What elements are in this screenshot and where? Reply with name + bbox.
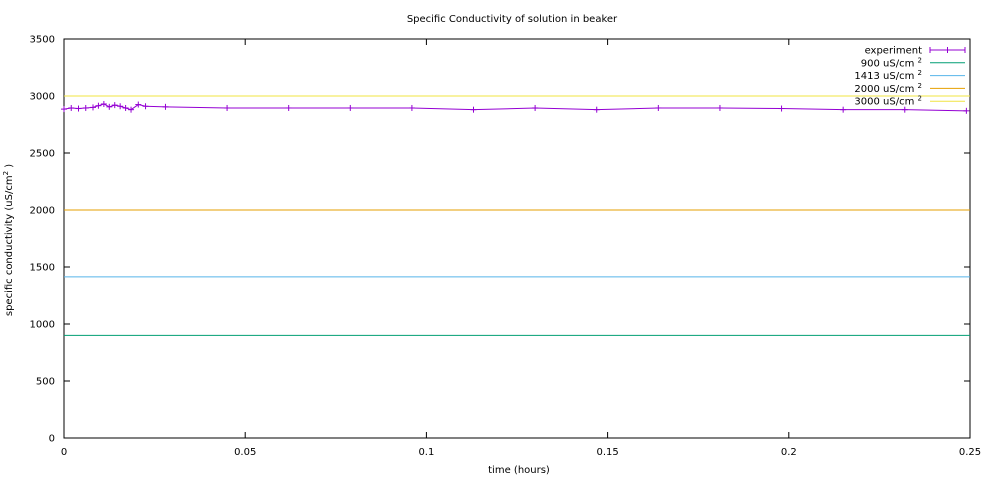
- legend-entry: experiment: [865, 46, 966, 57]
- experiment-point: [347, 104, 354, 111]
- legend-label: 2000 uS/cm 2: [854, 82, 922, 95]
- experiment-point: [285, 104, 292, 111]
- legend-entry: 1413 uS/cm 2: [854, 69, 965, 82]
- x-tick-label: 0.15: [596, 447, 618, 458]
- experiment-point: [111, 102, 118, 109]
- y-tick-label: 1000: [30, 320, 55, 331]
- experiment-point: [128, 106, 135, 113]
- experiment-point: [655, 104, 662, 111]
- experiment-point: [778, 105, 785, 112]
- experiment-point: [89, 104, 96, 111]
- x-tick-label: 0: [61, 447, 67, 458]
- experiment-point: [840, 106, 847, 113]
- legend-label-text: 900 uS/cm: [861, 58, 918, 69]
- x-tick-label: 0.2: [781, 447, 797, 458]
- experiment-point: [224, 104, 231, 111]
- experiment-point: [122, 104, 129, 111]
- experiment-point: [593, 106, 600, 113]
- experiment-point: [142, 103, 149, 110]
- y-tick-label: 0: [49, 434, 55, 445]
- x-axis-title: time (hours): [488, 465, 550, 476]
- experiment-point: [82, 104, 89, 111]
- experiment-point: [470, 106, 477, 113]
- experiment-point: [408, 104, 415, 111]
- experiment-point: [117, 103, 124, 110]
- chart-title: Specific Conductivity of solution in bea…: [407, 14, 618, 25]
- experiment-point: [162, 103, 169, 110]
- experiment-point: [106, 103, 113, 110]
- experiment-point: [61, 106, 67, 113]
- x-tick-label: 0.1: [418, 447, 434, 458]
- experiment-point: [100, 100, 107, 107]
- legend-label-sup: 2: [918, 95, 922, 103]
- legend-label-sup: 2: [918, 82, 922, 90]
- legend-entry: 2000 uS/cm 2: [854, 82, 965, 95]
- experiment-point: [901, 106, 908, 113]
- plot-frame: [63, 38, 971, 439]
- legend-label: experiment: [865, 46, 923, 57]
- experiment-point: [716, 104, 723, 111]
- legend-label: 900 uS/cm 2: [861, 56, 922, 69]
- y-tick-label: 1500: [30, 263, 55, 274]
- legend-entry: 900 uS/cm 2: [861, 56, 965, 69]
- y-axis-title-sup: 2: [2, 171, 10, 175]
- y-tick-label: 2500: [30, 149, 55, 160]
- legend-label-sup: 2: [918, 69, 922, 77]
- experiment-point: [95, 102, 102, 109]
- plot-area: 0 0.05 0.1 0.15 0.2 0.25 0 500 1000 1500 2000 2500 3…: [30, 35, 982, 459]
- legend-label: 1413 uS/cm 2: [854, 69, 922, 82]
- experiment-line: [63, 103, 967, 112]
- legend-label-text: 2000 uS/cm: [854, 84, 917, 95]
- legend-label: 3000 uS/cm 2: [854, 95, 922, 108]
- legend-label-text: 1413 uS/cm: [854, 71, 917, 82]
- legend-label-text: 3000 uS/cm: [854, 97, 917, 108]
- legend-label-sup: 2: [918, 56, 922, 64]
- y-tick-label: 3500: [30, 35, 55, 46]
- y-axis-title: specific conductivity (uS/cm2 ): [2, 164, 15, 316]
- y-tick-label: 2000: [30, 206, 55, 217]
- legend-entry: 3000 uS/cm 2: [854, 95, 965, 108]
- y-axis-title-suffix: ): [4, 164, 15, 171]
- y-tick-label: 3000: [30, 92, 55, 103]
- experiment-point: [135, 101, 142, 108]
- experiment-point: [75, 105, 82, 112]
- x-tick-label: 0.25: [959, 447, 981, 458]
- experiment-point: [532, 104, 539, 111]
- y-axis-title-text: specific conductivity (uS/cm: [4, 175, 15, 316]
- experiment-point: [963, 107, 970, 114]
- x-tick-label: 0.05: [234, 447, 256, 458]
- y-tick-label: 500: [36, 377, 55, 388]
- experiment-point: [68, 104, 75, 111]
